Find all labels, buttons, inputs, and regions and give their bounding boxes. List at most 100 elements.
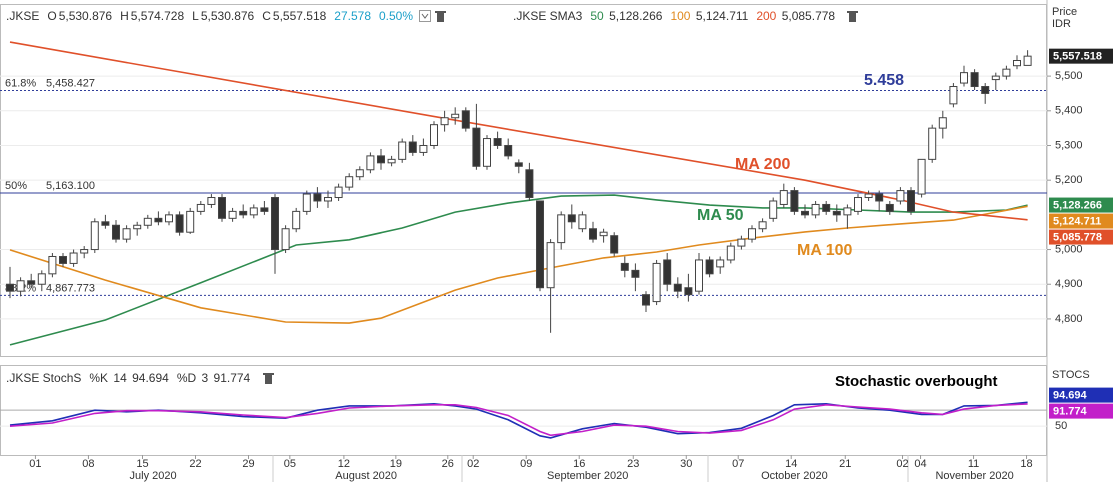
- ma-value-box: [1049, 197, 1113, 213]
- x-tick-label: 18: [1020, 458, 1032, 470]
- ma-value-label: 5,085.778: [1053, 231, 1102, 243]
- annotation: MA 200: [735, 156, 791, 173]
- candle-body: [599, 231, 608, 237]
- header-icons[interactable]: [418, 10, 448, 23]
- candle-body: [822, 203, 831, 212]
- level-value: 4,867.773: [46, 282, 95, 294]
- candle-body: [557, 214, 566, 244]
- x-tick-label: 05: [284, 458, 296, 470]
- trash-icon[interactable]: [846, 10, 860, 23]
- candle-body: [578, 214, 587, 230]
- candle-body: [451, 113, 460, 119]
- candle-body: [376, 155, 385, 164]
- key: %K: [89, 371, 109, 385]
- candle-body: [938, 117, 947, 129]
- x-tick-label: 04: [914, 458, 926, 470]
- ma-value-box: [1049, 213, 1113, 229]
- stoch-value-box: [1049, 387, 1113, 403]
- candle-body: [567, 214, 576, 223]
- ma-value-box: [1049, 229, 1113, 245]
- period: 50: [590, 9, 604, 23]
- x-tick-label: 02: [467, 458, 479, 470]
- candle-body: [620, 262, 629, 271]
- period: 100: [670, 9, 691, 23]
- ma-value-label: 5,128.266: [1053, 199, 1102, 211]
- annotation: Stochastic overbought: [835, 373, 998, 390]
- x-tick-label: 01: [29, 458, 41, 470]
- x-tick-label: 29: [242, 458, 254, 470]
- x-tick-label: 16: [573, 458, 585, 470]
- last-price-label: 5,557.518: [1053, 51, 1102, 63]
- candle-body: [355, 169, 364, 178]
- candle-body: [896, 190, 905, 202]
- series-line: [9, 194, 1028, 346]
- level-value: 5,458.427: [46, 77, 95, 89]
- period: 14: [113, 371, 127, 385]
- candle-body: [875, 193, 884, 202]
- trash-icon[interactable]: [262, 372, 276, 385]
- candle-body: [726, 245, 735, 261]
- candle-body: [1023, 55, 1032, 66]
- x-tick-label: 21: [839, 458, 851, 470]
- change: 27.578: [334, 9, 371, 23]
- last-price-box: [1049, 48, 1113, 64]
- plot-layer: 5,500 5,400 5,300 5,200 5,000 4,900 4,800 01 08 1…: [0, 41, 1113, 482]
- y-tick-label: 50: [1055, 420, 1067, 432]
- candle-body: [758, 221, 767, 230]
- y-tick-label: 5,200: [1055, 174, 1083, 186]
- value: 5,085.778: [781, 9, 836, 23]
- x-tick-label: 08: [82, 458, 94, 470]
- change-pct: 0.50%: [379, 9, 414, 23]
- candle-body: [482, 138, 491, 167]
- candle-body: [48, 255, 57, 275]
- candle-body: [217, 197, 226, 219]
- candle-body: [832, 210, 841, 216]
- candle-body: [493, 138, 502, 146]
- x-tick-label: 14: [785, 458, 797, 470]
- stoch-value-label: 91.774: [1053, 406, 1088, 418]
- value: 91.774: [213, 371, 251, 385]
- x-tick-label: 19: [390, 458, 402, 470]
- candle-body: [631, 269, 640, 278]
- axis-title: IDR: [1052, 18, 1071, 30]
- candle-body: [737, 238, 746, 247]
- series-line: [9, 403, 1028, 437]
- candle-body: [546, 242, 555, 289]
- y-tick-label: 5,500: [1055, 70, 1083, 82]
- candle-body: [663, 259, 672, 285]
- candle-body: [461, 110, 470, 129]
- candle-body: [769, 200, 778, 219]
- x-tick-label: 26: [442, 458, 454, 470]
- candle-body: [854, 197, 863, 212]
- candle-body: [843, 207, 852, 216]
- candle-body: [801, 210, 810, 216]
- candle-body: [588, 228, 597, 240]
- candle-body: [366, 155, 375, 171]
- candle-body: [641, 294, 650, 306]
- value: 5,574.728: [130, 9, 185, 23]
- candle-body: [790, 190, 799, 212]
- candle-body: [239, 210, 248, 216]
- candle-body: [928, 127, 937, 160]
- candle-body: [292, 210, 301, 230]
- candle-body: [419, 144, 428, 153]
- period: 3: [201, 371, 209, 385]
- candle-body: [133, 224, 142, 230]
- sma-header: .JKSE SMA3 50 5,128.266 100 5,124.711 200 5…: [510, 8, 864, 25]
- candle-body: [323, 197, 332, 202]
- candle-body: [705, 259, 714, 275]
- candle-body: [260, 207, 269, 212]
- y-tick-label: 5,400: [1055, 105, 1083, 117]
- candle-body: [387, 158, 396, 164]
- x-tick-label: 11: [968, 458, 979, 470]
- key: H: [120, 9, 129, 23]
- candle-body: [514, 162, 523, 167]
- candle-body: [960, 72, 969, 84]
- x-tick-label: 30: [680, 458, 692, 470]
- candle-body: [313, 193, 322, 202]
- candle-body: [16, 280, 25, 292]
- candle-body: [80, 249, 89, 254]
- candle-body: [111, 224, 120, 240]
